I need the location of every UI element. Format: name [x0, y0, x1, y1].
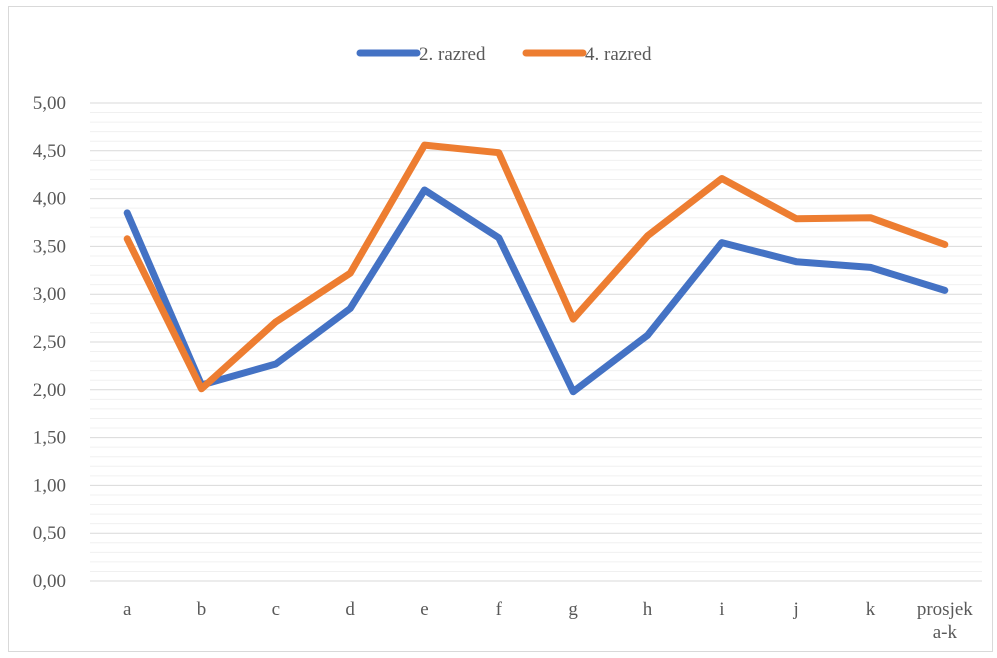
data-point-series-1 [795, 261, 797, 263]
y-tick-label: 4,50 [33, 141, 66, 162]
data-point-series-1 [349, 308, 351, 310]
legend-item-series-1: 2. razred [356, 44, 486, 65]
x-tick-label: e [420, 599, 428, 620]
data-point-series-1 [498, 237, 500, 239]
y-tick-label: 0,00 [33, 571, 66, 592]
y-tick-label: 5,00 [33, 93, 66, 114]
series-line-2 [123, 141, 949, 393]
x-axis-tick-labels: a b c d e f g h i j k prosjek a-k [123, 599, 973, 643]
y-tick-label: 1,50 [33, 428, 66, 449]
data-point-series-2 [275, 321, 277, 323]
x-tick-label: b [197, 599, 207, 620]
y-tick-label: 0,50 [33, 523, 66, 544]
data-point-series-2 [126, 238, 128, 240]
data-point-series-2 [498, 152, 500, 154]
data-point-series-1 [944, 289, 946, 291]
legend-label-series-2: 4. razred [585, 44, 652, 65]
data-point-series-1 [647, 334, 648, 336]
x-tick-label: k [866, 599, 876, 620]
data-point-series-2 [944, 243, 946, 245]
data-point-series-2 [201, 388, 202, 390]
data-point-series-2 [795, 218, 797, 220]
data-point-series-1 [424, 189, 425, 191]
x-tick-label: prosjek a-k [917, 599, 973, 643]
series-lines [123, 141, 949, 396]
legend-label-series-1: 2. razred [419, 44, 486, 65]
data-point-series-2 [870, 217, 871, 219]
data-point-series-2 [572, 318, 574, 320]
y-tick-label: 2,50 [33, 332, 66, 353]
y-tick-label: 1,00 [33, 475, 66, 496]
x-tick-label: c [272, 599, 280, 620]
data-point-series-2 [424, 144, 425, 146]
series-line-1 [123, 186, 949, 396]
x-tick-label: h [643, 599, 653, 620]
x-tick-label: g [568, 599, 578, 620]
x-tick-label: i [719, 599, 724, 620]
data-point-series-1 [126, 212, 128, 214]
data-point-series-2 [647, 235, 648, 237]
y-tick-label: 3,50 [33, 236, 66, 257]
x-tick-label: f [496, 599, 503, 620]
y-tick-label: 4,00 [33, 189, 66, 210]
legend: 2. razred 4. razred [356, 44, 652, 65]
x-tick-label: d [345, 599, 355, 620]
y-tick-label: 3,00 [33, 284, 66, 305]
gridlines [90, 102, 982, 572]
x-tick-label: a [123, 599, 132, 620]
data-point-series-1 [275, 363, 277, 365]
data-point-series-2 [349, 272, 351, 274]
y-tick-label: 2,00 [33, 380, 66, 401]
data-point-series-1 [572, 391, 574, 393]
data-point-series-1 [721, 242, 723, 244]
legend-item-series-2: 4. razred [522, 44, 652, 65]
data-point-series-1 [870, 266, 871, 268]
data-point-series-2 [721, 178, 723, 180]
x-tick-label: j [793, 599, 799, 620]
y-axis-tick-labels: 0,00 0,50 1,00 1,50 2,00 2,50 3,00 3,50 4,00 4,50… [33, 93, 66, 592]
